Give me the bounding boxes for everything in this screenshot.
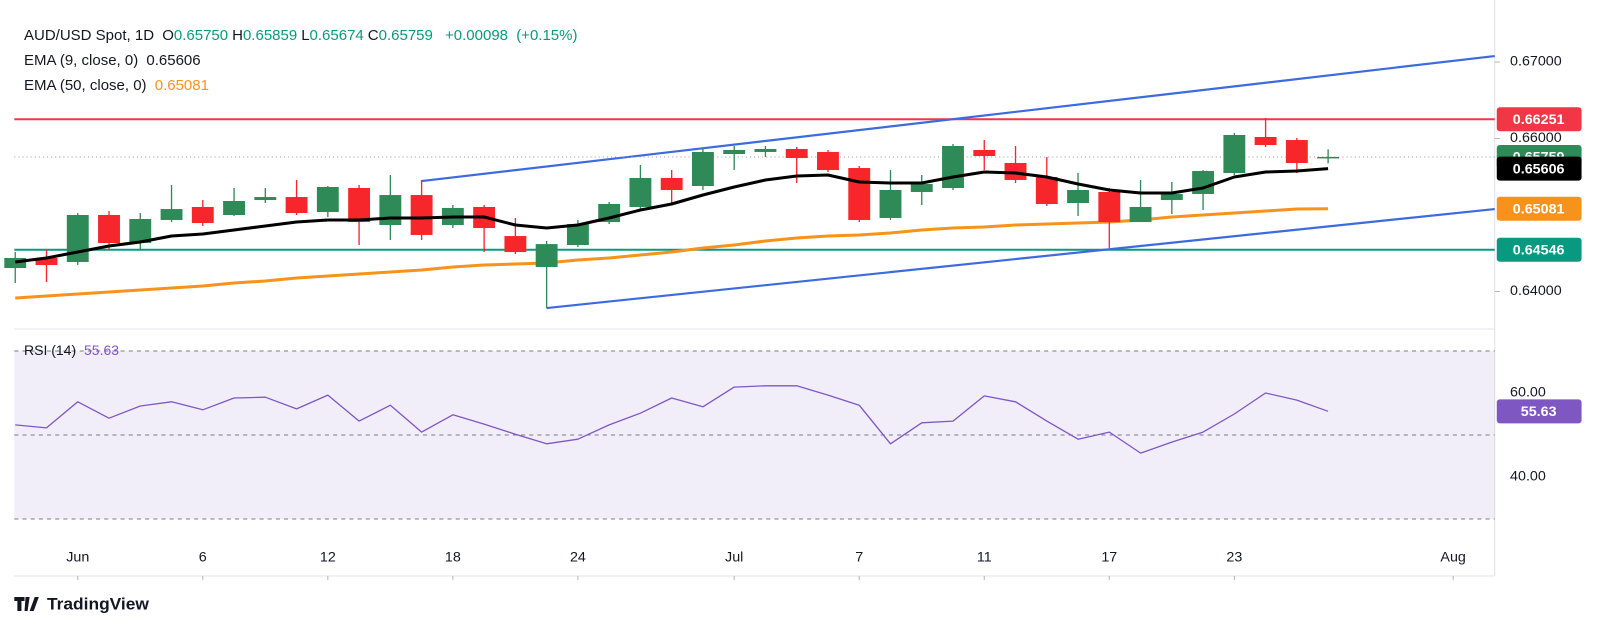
legend-value: 55.63 bbox=[84, 342, 120, 358]
header-line: AUD/USD Spot, 1D O0.65750 H0.65859 L0.6567… bbox=[24, 27, 581, 44]
candle-body bbox=[629, 177, 652, 207]
ohlc: O0.65750 H0.65859 L0.65674 C0.65759 bbox=[162, 27, 437, 44]
candle-body bbox=[379, 195, 402, 226]
footer-brand: TradingView bbox=[47, 594, 150, 614]
candle-body bbox=[98, 215, 120, 244]
price-badge bbox=[1496, 107, 1582, 132]
trend-line bbox=[546, 207, 1495, 310]
symbol: AUD/USD Spot, 1D bbox=[24, 27, 155, 44]
candle-body bbox=[35, 258, 58, 266]
logo bbox=[14, 597, 39, 611]
change-pct: (+0.15%) bbox=[516, 27, 578, 44]
x-tick-label: 6 bbox=[199, 549, 207, 565]
price-badge bbox=[1496, 156, 1582, 181]
candle-body bbox=[316, 187, 339, 213]
candle-body bbox=[785, 148, 808, 159]
x-tick-label: 23 bbox=[1226, 549, 1242, 565]
x-tick-label: 24 bbox=[570, 549, 586, 565]
candle-body bbox=[754, 148, 777, 152]
candle-body bbox=[942, 146, 964, 188]
legend-value: 0.65606 bbox=[146, 52, 201, 69]
legend-name: RSI (14) bbox=[24, 342, 77, 358]
field-key: L bbox=[301, 27, 310, 44]
field-value: 0.65750 bbox=[173, 27, 229, 44]
candle-body bbox=[535, 244, 558, 268]
candle-body bbox=[660, 177, 683, 190]
x-tick-label: 18 bbox=[445, 549, 461, 565]
x-tick-label: 11 bbox=[977, 549, 992, 565]
candle-body bbox=[285, 197, 308, 214]
field-value: 0.65859 bbox=[242, 27, 298, 44]
candle-body bbox=[1285, 140, 1308, 163]
y-tick-label: 0.66000 bbox=[1510, 129, 1562, 145]
candle-body bbox=[1317, 156, 1340, 159]
x-tick-label: 7 bbox=[855, 549, 863, 565]
ema50-legend: EMA (50, close, 0) 0.65081 bbox=[24, 77, 213, 94]
price-badge bbox=[1496, 399, 1582, 424]
price-badge-label: 0.64546 bbox=[1513, 242, 1565, 258]
x-tick-label: 12 bbox=[320, 549, 336, 565]
price-badge-label: 0.65606 bbox=[1513, 160, 1565, 176]
y-tick-label: 0.67000 bbox=[1510, 53, 1562, 69]
candle-body bbox=[191, 206, 214, 224]
candle-body bbox=[129, 218, 152, 244]
price-badge bbox=[1496, 196, 1582, 221]
candle-body bbox=[1160, 193, 1183, 201]
candle-body bbox=[4, 258, 27, 269]
candle-body bbox=[504, 236, 527, 253]
x-tick-label: Jun bbox=[66, 549, 89, 565]
legend-value: 0.65081 bbox=[154, 77, 209, 94]
y-tick-label: 0.64000 bbox=[1510, 282, 1562, 298]
ema9-legend: EMA (9, close, 0) 0.65606 bbox=[24, 52, 205, 69]
candle-body bbox=[1223, 134, 1246, 174]
rsi-tick-label: 40.00 bbox=[1510, 468, 1546, 484]
candle-body bbox=[973, 149, 996, 157]
candle-body bbox=[1098, 191, 1121, 223]
field-key: H bbox=[232, 27, 243, 44]
candle-body bbox=[723, 149, 746, 155]
candle-body bbox=[1067, 189, 1089, 203]
rsi-legend: RSI (14) 55.63 bbox=[24, 342, 123, 358]
rsi-line bbox=[15, 385, 1329, 454]
candle-body bbox=[160, 209, 183, 220]
legend-name: EMA (9, close, 0) bbox=[24, 52, 139, 69]
ema-line bbox=[15, 167, 1329, 264]
price-badge-label: 0.65081 bbox=[1513, 201, 1565, 217]
candle-body bbox=[348, 188, 371, 223]
x-tick-label: Aug bbox=[1440, 549, 1465, 565]
candle-body bbox=[410, 195, 433, 235]
candle-body bbox=[566, 224, 589, 245]
candle-body bbox=[1035, 176, 1058, 204]
rsi-tick-label: 60.00 bbox=[1510, 384, 1546, 400]
candle-body bbox=[1254, 136, 1277, 146]
candle-body bbox=[879, 189, 902, 218]
candle-body bbox=[223, 201, 245, 216]
price-badge bbox=[1496, 237, 1582, 262]
candle-body bbox=[1004, 162, 1027, 180]
candle-body bbox=[1129, 206, 1152, 223]
field-key: O bbox=[162, 27, 174, 44]
field-value: 0.65759 bbox=[378, 27, 433, 44]
price-badge-label: 0.66251 bbox=[1513, 111, 1565, 127]
x-tick-label: Jul bbox=[725, 549, 743, 565]
candle-body bbox=[691, 151, 714, 187]
x-tick-label: 17 bbox=[1101, 549, 1117, 565]
field-value: 0.65674 bbox=[309, 27, 364, 44]
candle-body bbox=[817, 151, 839, 171]
price-badge-label: 55.63 bbox=[1521, 403, 1557, 419]
field-key: C bbox=[367, 27, 379, 44]
candle-body bbox=[254, 197, 277, 201]
change: +0.00098 bbox=[445, 27, 509, 44]
legend-name: EMA (50, close, 0) bbox=[24, 77, 147, 94]
trend-line bbox=[421, 54, 1495, 183]
candle-body bbox=[848, 168, 871, 220]
candle-body bbox=[910, 184, 933, 192]
